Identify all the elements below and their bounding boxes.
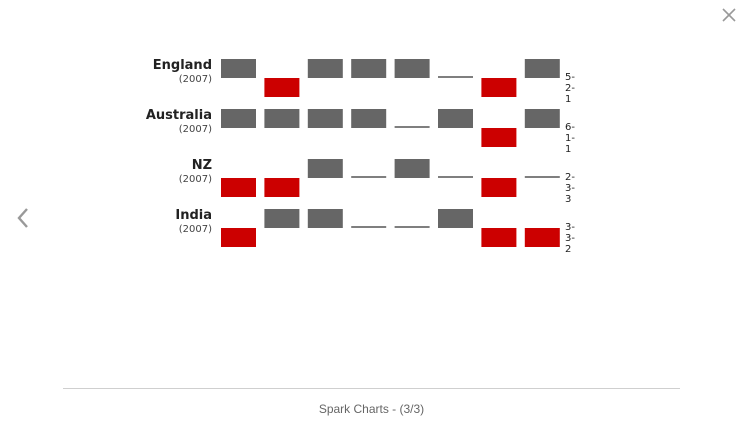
loss-bar: [264, 78, 300, 97]
row-year: (2007): [178, 224, 212, 235]
loss-bar: [481, 178, 517, 197]
divider: [63, 388, 680, 389]
loss-bar: [481, 228, 517, 247]
row-record: 5-2-1: [565, 72, 575, 105]
win-bar: [221, 109, 256, 128]
win-bar: [524, 109, 560, 128]
win-bar: [438, 109, 473, 128]
win-bar: [351, 109, 387, 128]
loss-bar: [524, 228, 560, 247]
row-label: England: [152, 58, 212, 73]
row-label: India: [175, 208, 212, 223]
row-year: (2007): [178, 174, 212, 185]
loss-bar: [264, 178, 300, 197]
row-record: 6-1-1: [565, 122, 575, 155]
loss-bar: [221, 178, 256, 197]
win-bar: [307, 109, 343, 128]
win-bar: [307, 159, 343, 178]
win-bar: [438, 209, 473, 228]
row-year: (2007): [178, 74, 212, 85]
win-bar: [264, 209, 300, 228]
spark-bars: [221, 59, 560, 247]
win-bar: [307, 59, 343, 78]
row-label: Australia: [145, 108, 212, 123]
chevron-left-icon: [17, 208, 28, 228]
row-label: NZ: [191, 158, 212, 173]
caption: Spark Charts - (3/3): [318, 402, 425, 416]
loss-bar: [481, 128, 517, 147]
close-icon: [722, 8, 736, 22]
loss-bar: [221, 228, 256, 247]
win-bar: [394, 159, 430, 178]
win-bar: [351, 59, 387, 78]
win-bar: [221, 59, 256, 78]
previous-button[interactable]: [14, 206, 32, 230]
win-bar: [307, 209, 343, 228]
close-button[interactable]: [719, 5, 739, 25]
win-bar: [524, 59, 560, 78]
win-bar: [394, 59, 430, 78]
loss-bar: [481, 78, 517, 97]
row-record: 2-3-3: [565, 172, 575, 205]
win-bar: [264, 109, 300, 128]
row-year: (2007): [178, 124, 212, 135]
row-record: 3-3-2: [565, 222, 575, 255]
